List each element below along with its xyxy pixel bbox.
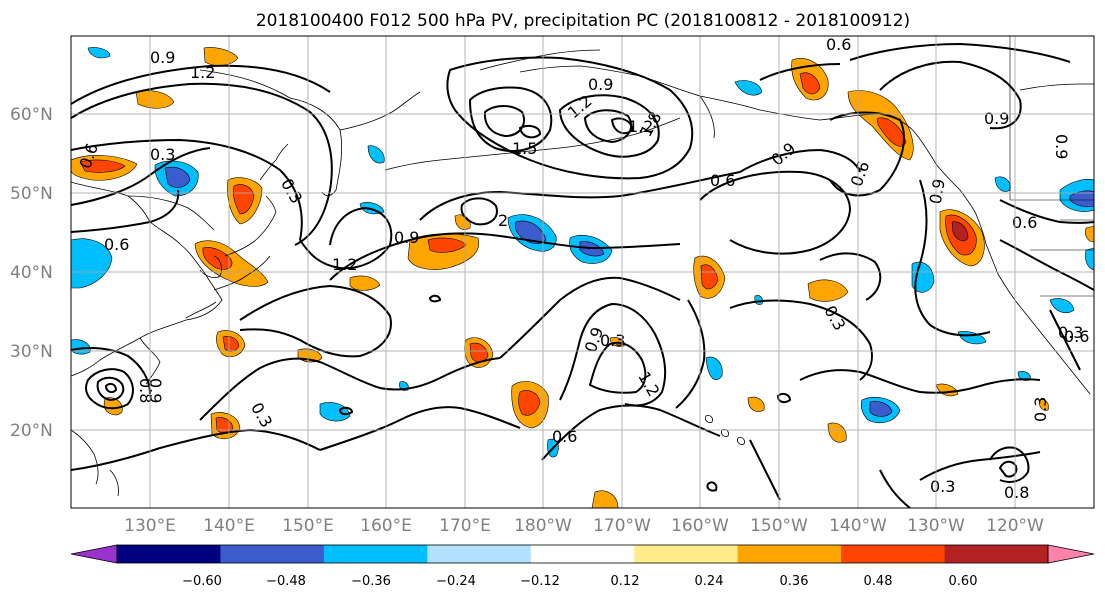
contour-label: 0.3: [150, 145, 175, 164]
colorbar-tick-label: −0.24: [436, 574, 476, 589]
colorbar-segment: [427, 545, 532, 563]
colorbar-segment: [323, 545, 428, 563]
contour-label: 1.5: [512, 139, 537, 158]
colorbar-segment: [117, 545, 221, 563]
pv-contours: [71, 42, 1094, 508]
lon-label: 120°W: [986, 516, 1044, 536]
colorbar-segment: [530, 545, 635, 563]
contour-label: 0.6: [826, 35, 851, 54]
colorbar-segment: [634, 545, 739, 563]
lon-label: 150°W: [750, 516, 808, 536]
colorbar-tick-label: 0.36: [780, 574, 809, 589]
lon-label: 180°W: [514, 516, 572, 536]
colorbar-tick-label: −0.48: [266, 574, 306, 589]
gridlines: [71, 36, 1094, 508]
map-plot: 0.9 1.2 0.3 0.6 0.6 0.3 0.9 1.2 0.9 1.2 …: [70, 35, 1095, 509]
longitude-labels: 130°E 140°E 150°E 160°E 170°E 180°W 170°…: [124, 516, 1044, 536]
map-frame: [70, 35, 1095, 509]
colorbar-segment: [841, 545, 946, 563]
lon-label: 170°E: [439, 516, 491, 536]
lon-label: 130°W: [907, 516, 965, 536]
contour-label: 0.3: [600, 331, 625, 350]
contour-label: 0.9: [926, 177, 949, 205]
colorbar-tick-label: 0.24: [695, 574, 724, 589]
colorbar-tick-label: −0.36: [351, 574, 391, 589]
colorbar-extend-high: [1047, 544, 1095, 564]
contour-label: 0.6: [1012, 213, 1037, 232]
contour-label: 0.9: [150, 48, 175, 67]
lat-label: 30°N: [10, 342, 53, 362]
contour-label: 0.9: [1052, 134, 1071, 159]
contour-label: 1.2: [190, 63, 215, 82]
contour-label: 0.3: [1031, 397, 1050, 422]
colorbar-tick-label: 0.48: [864, 574, 893, 589]
colorbar-segment: [220, 545, 325, 563]
contour-label: 2: [498, 211, 508, 230]
contour-label: 0.8: [1004, 483, 1029, 502]
contour-label: 0.9: [146, 378, 165, 403]
lon-label: 170°W: [593, 516, 651, 536]
contour-label: 0.9: [394, 228, 419, 247]
lon-label: 140°E: [203, 516, 255, 536]
colorbar-segment: [944, 545, 1049, 563]
contour-label: 0.6: [104, 235, 129, 254]
lon-label: 140°W: [829, 516, 887, 536]
contour-label: 0.3: [1058, 323, 1083, 342]
colorbar-tick-label: −0.60: [182, 574, 222, 589]
contour-label: 0.3: [930, 477, 955, 496]
contour-label: 1.2: [332, 255, 357, 274]
colorbar-tick-label: −0.12: [520, 574, 560, 589]
colorbar-frame: [116, 544, 1049, 564]
lon-label: 160°W: [671, 516, 729, 536]
lat-label: 20°N: [10, 421, 53, 441]
contour-label: 0.9: [984, 109, 1009, 128]
lat-label: 60°N: [10, 105, 53, 125]
lat-label: 50°N: [10, 184, 53, 204]
contour-label: 0.6: [710, 171, 735, 190]
latitude-labels: 60°N 50°N 40°N 30°N 20°N: [10, 105, 53, 441]
colorbar: [70, 544, 1095, 564]
colorbar-segment: [737, 545, 842, 563]
colorbar-tick-label: 0.12: [611, 574, 640, 589]
lat-label: 40°N: [10, 263, 53, 283]
colorbar-extend-low: [70, 544, 118, 564]
colorbar-tick-label: 0.60: [949, 574, 978, 589]
colorbar-tick-labels: −0.60 −0.48 −0.36 −0.24 −0.12 0.12 0.24 …: [182, 574, 977, 589]
contour-label: 0.6: [552, 427, 577, 446]
contour-label: 0.6: [1064, 327, 1089, 346]
contour-label: 0.9: [588, 75, 613, 94]
contour-label: 1.2: [628, 117, 653, 136]
map-title: 2018100400 F012 500 hPa PV, precipitatio…: [256, 11, 910, 31]
lon-label: 150°E: [282, 516, 334, 536]
lon-label: 130°E: [124, 516, 176, 536]
lon-label: 160°E: [360, 516, 412, 536]
